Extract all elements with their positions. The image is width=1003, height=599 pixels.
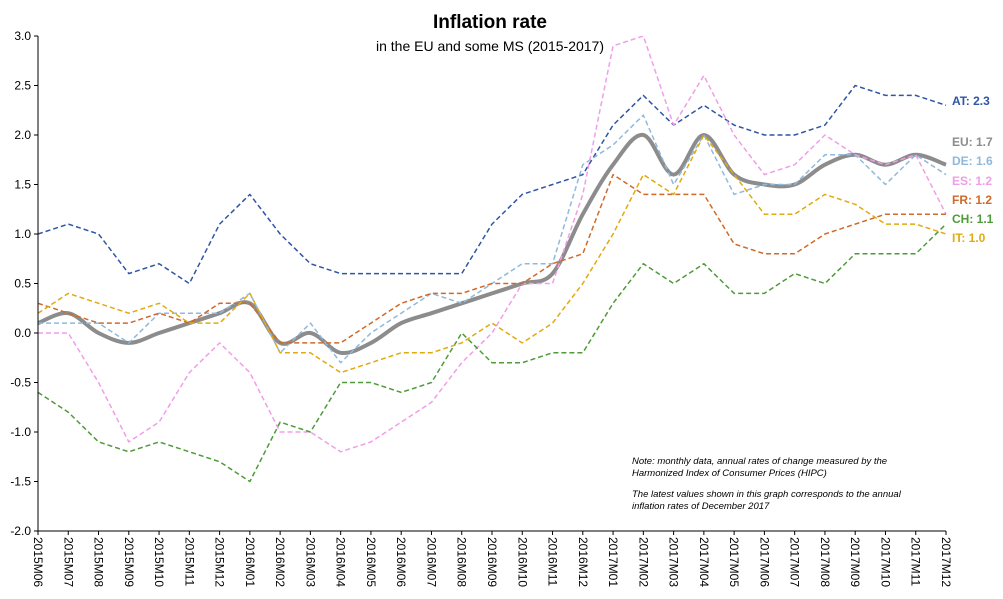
series-line	[37, 173, 946, 344]
x-tick-label: 2016M07	[424, 537, 438, 587]
end-label: EU: 1.7	[952, 135, 993, 149]
x-tick-label: 2016M01	[243, 537, 257, 587]
end-label: IT: 1.0	[952, 231, 986, 245]
series-line	[38, 114, 947, 364]
x-tick-label: 2016M03	[303, 537, 317, 587]
x-tick-label: 2015M12	[213, 537, 227, 587]
x-tick-label: 2017M01	[606, 537, 620, 587]
x-tick-label: 2016M05	[364, 537, 378, 587]
y-tick-label: 0.0	[14, 326, 31, 340]
end-label: AT: 2.3	[952, 94, 990, 108]
x-tick-label: 2016M10	[515, 537, 529, 587]
note: Harmonized Index of Consumer Prices (HIP…	[632, 468, 827, 479]
series-line	[37, 84, 947, 285]
note: inflation rates of December 2017	[632, 501, 770, 512]
series-line	[37, 223, 947, 483]
series-line	[37, 133, 947, 356]
end-label: ES: 1.2	[952, 174, 992, 188]
x-tick-label: 2017M08	[818, 537, 832, 587]
chart-title: Inflation rate	[433, 12, 547, 33]
x-tick-label: 2017M10	[878, 537, 892, 587]
y-tick-label: -0.5	[10, 376, 31, 390]
x-tick-label: 2017M05	[727, 537, 741, 587]
x-tick-label: 2016M02	[273, 537, 287, 587]
x-tick-label: 2017M06	[757, 537, 771, 587]
y-tick-label: -1.5	[10, 475, 31, 489]
y-tick-label: -2.0	[10, 524, 31, 538]
x-tick-label: 2015M07	[61, 537, 75, 587]
x-tick-label: 2016M11	[546, 537, 560, 586]
x-tick-label: 2015M11	[182, 537, 196, 586]
y-tick-label: 1.0	[14, 227, 31, 241]
y-tick-label: 3.0	[14, 29, 31, 43]
note: Note: monthly data, annual rates of chan…	[632, 456, 887, 467]
note: The latest values shown in this graph co…	[632, 489, 902, 500]
y-tick-label: -1.0	[10, 425, 31, 439]
x-tick-label: 2016M12	[576, 537, 590, 587]
end-label: DE: 1.6	[952, 154, 993, 168]
x-tick-label: 2017M04	[697, 537, 711, 587]
x-tick-label: 2015M10	[152, 537, 166, 587]
series-layer	[37, 36, 947, 483]
x-tick-label: 2016M08	[455, 537, 469, 587]
end-label: FR: 1.2	[952, 193, 992, 207]
series-line	[38, 36, 947, 453]
x-tick-label: 2017M12	[939, 537, 953, 587]
end-label: CH: 1.1	[952, 212, 994, 226]
x-tick-label: 2017M02	[636, 537, 650, 587]
x-tick-label: 2015M09	[122, 537, 136, 587]
x-tick-label: 2016M06	[394, 537, 408, 587]
x-tick-label: 2017M11	[909, 537, 923, 586]
y-tick-label: 0.5	[14, 277, 31, 291]
y-tick-label: 1.5	[14, 178, 31, 192]
x-tick-label: 2017M03	[667, 537, 681, 587]
y-tick-label: 2.0	[14, 128, 31, 142]
y-tick-label: 2.5	[14, 79, 31, 93]
x-tick-label: 2015M06	[31, 537, 45, 587]
x-tick-label: 2015M08	[92, 537, 106, 587]
chart-subtitle: in the EU and some MS (2015-2017)	[376, 38, 604, 54]
x-tick-label: 2017M09	[848, 537, 862, 587]
x-tick-label: 2017M07	[788, 537, 802, 587]
x-tick-label: 2016M09	[485, 537, 499, 587]
x-tick-label: 2016M04	[334, 537, 348, 587]
